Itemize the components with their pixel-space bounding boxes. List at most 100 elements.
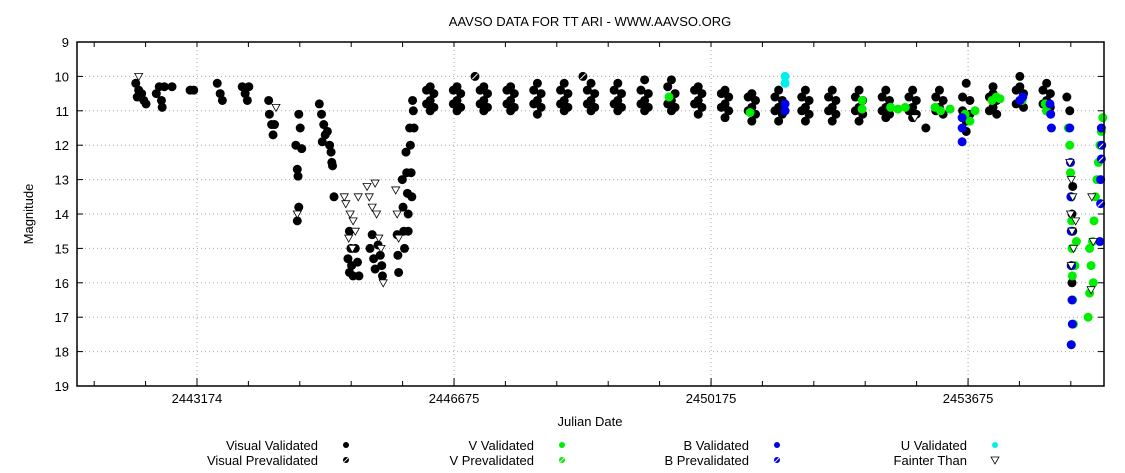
data-point: [850, 92, 860, 102]
data-point: [264, 95, 274, 105]
data-point: [965, 95, 975, 105]
data-point-hatch: [1097, 200, 1104, 207]
data-point-hatch: [579, 73, 586, 80]
data-point: [390, 186, 401, 195]
x-tick-label: 2450175: [686, 391, 737, 406]
data-point: [827, 85, 837, 95]
data-point: [1086, 286, 1096, 295]
data-point: [1095, 237, 1105, 247]
data-point: [131, 78, 141, 88]
chart-title: AAVSO DATA FOR TT ARI - WWW.AAVSO.ORG: [449, 14, 731, 29]
data-point: [293, 171, 303, 181]
data-point: [217, 95, 227, 105]
data-point: [409, 123, 419, 133]
data-point: [237, 82, 247, 92]
x-tick-label: 2453675: [943, 391, 994, 406]
data-point: [1067, 295, 1077, 305]
data-point: [1088, 238, 1098, 247]
data-point: [348, 217, 358, 226]
data-point: [697, 89, 707, 99]
data-point: [613, 78, 623, 88]
data-point: [1070, 217, 1081, 226]
data-point: [371, 210, 382, 219]
data-point: [244, 82, 254, 92]
data-point: [319, 120, 329, 130]
data-point: [745, 108, 755, 118]
data-point: [780, 78, 790, 88]
data-point: [938, 95, 948, 105]
data-point: [957, 113, 967, 123]
legend-marker: [990, 456, 1000, 465]
data-point: [908, 102, 918, 112]
y-tick-label: 11: [56, 104, 70, 119]
data-point: [1098, 113, 1108, 123]
legend-label: Visual Validated: [226, 438, 318, 453]
data-point: [1042, 78, 1052, 88]
data-point: [934, 85, 944, 95]
data-point: [616, 89, 626, 99]
data-point: [452, 95, 462, 105]
data-point: [1066, 262, 1076, 271]
data-point: [1085, 243, 1095, 253]
data-point: [393, 234, 404, 243]
data-point: [159, 82, 169, 92]
data-point: [1066, 168, 1076, 178]
data-point: [317, 109, 327, 119]
data-point: [800, 102, 810, 112]
data-point: [1071, 237, 1081, 247]
data-point: [479, 95, 489, 105]
data-point: [156, 95, 166, 105]
data-point: [294, 202, 304, 212]
data-point: [240, 89, 250, 99]
data-point: [1067, 227, 1077, 237]
data-point: [401, 147, 411, 157]
data-point: [609, 85, 619, 95]
data-point: [425, 82, 435, 92]
data-point: [613, 106, 623, 116]
data-point: [400, 243, 410, 253]
y-tick-label: 15: [55, 241, 69, 256]
data-point: [506, 106, 516, 116]
data-point: [995, 94, 1005, 104]
data-point: [377, 271, 387, 281]
data-point: [697, 102, 707, 112]
data-point-hatch: [1098, 155, 1105, 163]
data-point: [970, 106, 980, 116]
series-u-validated: [780, 71, 790, 88]
data-point: [797, 92, 807, 102]
data-point: [408, 95, 418, 105]
data-point: [1065, 123, 1075, 133]
data-point: [1068, 193, 1078, 202]
data-point: [664, 92, 674, 102]
data-point: [215, 89, 225, 99]
data-point: [1065, 159, 1075, 168]
data-point: [1019, 102, 1029, 112]
data-point: [264, 109, 274, 119]
data-point: [774, 85, 784, 95]
data-point: [881, 113, 891, 123]
data-point: [350, 227, 360, 237]
data-point: [268, 130, 278, 140]
data-point: [1067, 278, 1077, 288]
y-tick-label: 13: [55, 173, 69, 188]
data-point: [377, 261, 387, 271]
data-point: [885, 95, 895, 105]
data-point: [452, 106, 462, 116]
data-point: [804, 109, 814, 119]
data-point: [132, 92, 142, 102]
data-point: [242, 95, 252, 105]
series-v-validated: [664, 92, 1108, 350]
data-point: [1083, 312, 1093, 322]
data-point: [908, 85, 918, 95]
data-point: [724, 106, 734, 116]
data-point: [295, 123, 305, 133]
data-point: [506, 95, 516, 105]
data-point: [827, 116, 837, 126]
data-point: [800, 116, 810, 126]
legend-label: B Validated: [683, 438, 749, 453]
data-point: [582, 85, 592, 95]
y-tick-label: 18: [55, 345, 69, 360]
y-tick-label: 12: [55, 138, 69, 153]
data-point: [294, 109, 304, 119]
data-point: [482, 89, 492, 99]
